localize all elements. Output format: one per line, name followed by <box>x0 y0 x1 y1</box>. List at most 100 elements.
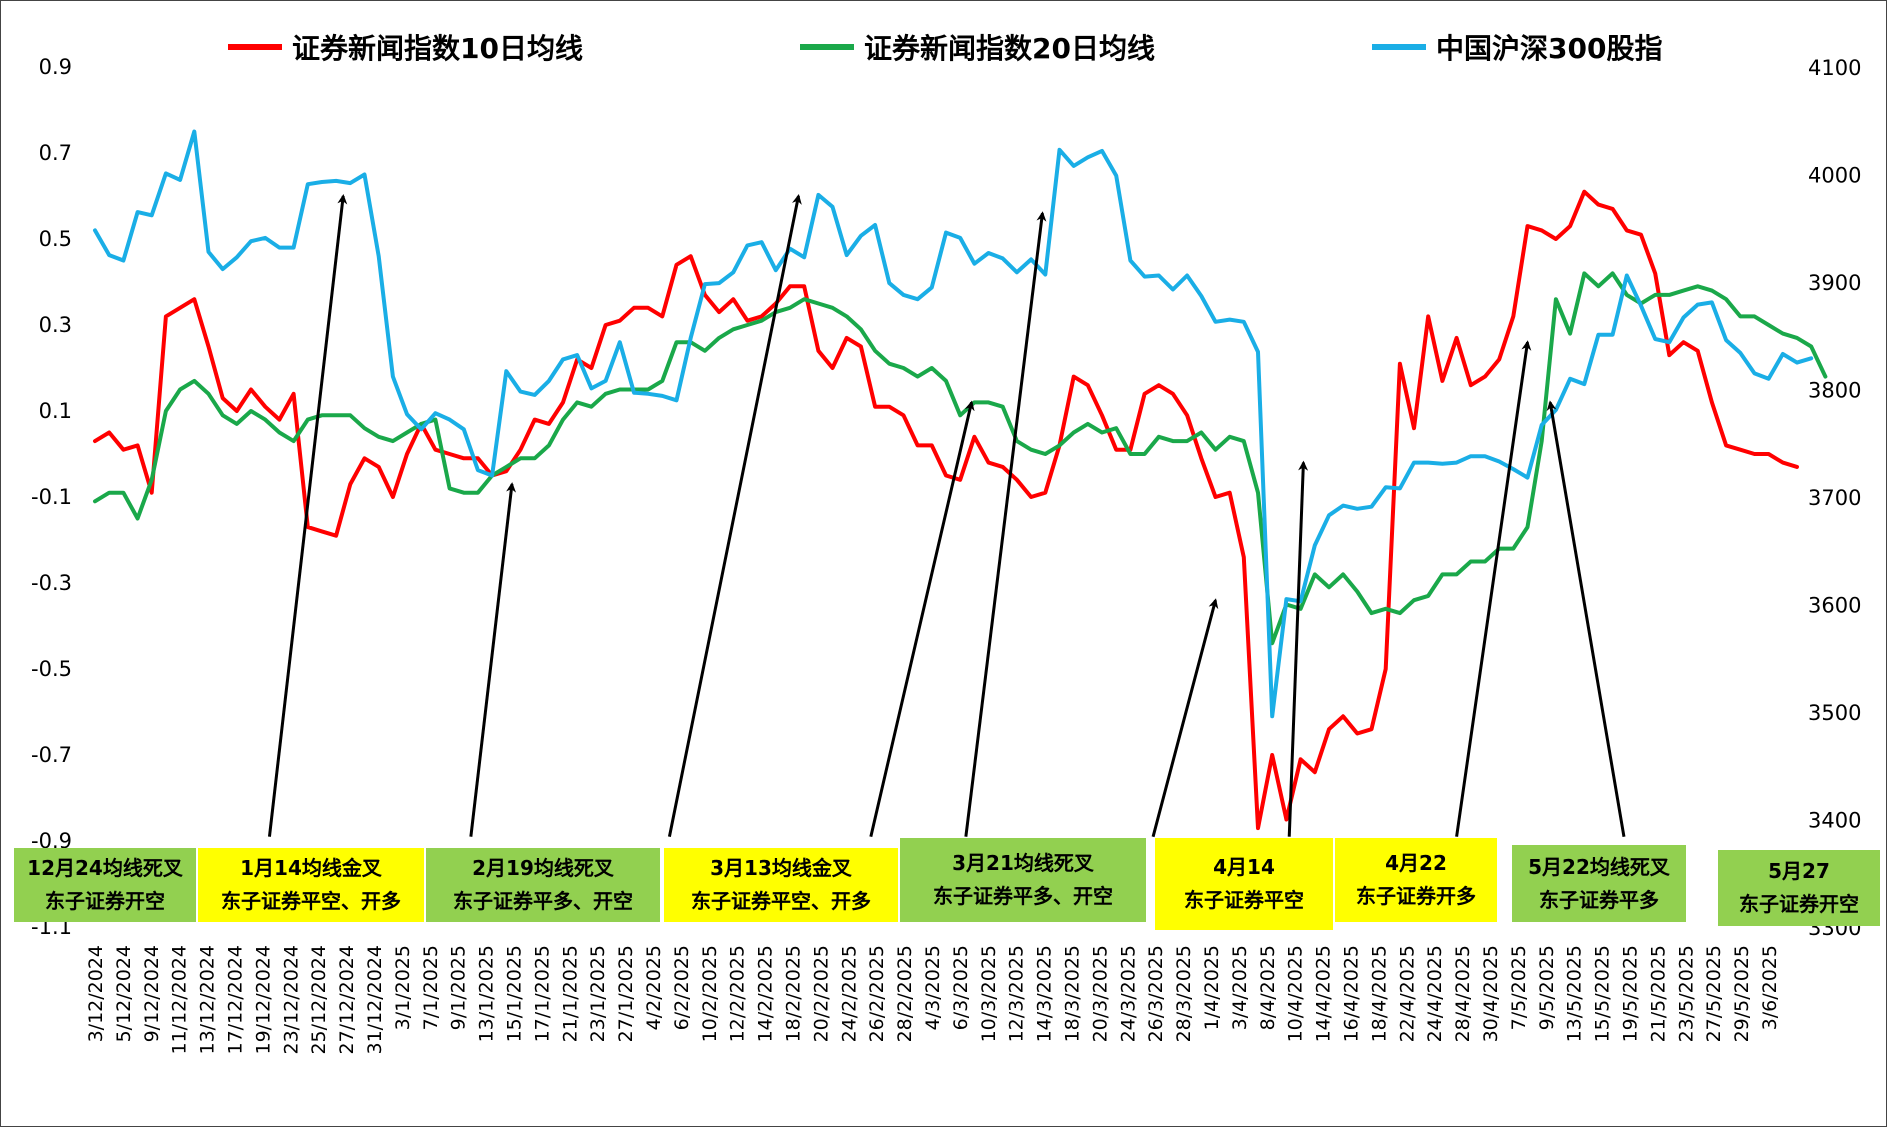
annotation-action-8: 东子证券平多 <box>1539 887 1659 912</box>
y-left-tick-label: 0.1 <box>39 399 72 423</box>
x-tick-label: 6/2/2025 <box>671 945 693 1030</box>
annotation-box-5: 3月21均线死叉 东子证券平多、开空 <box>900 838 1146 922</box>
x-tick-label: 13/1/2025 <box>476 945 498 1042</box>
signal-arrow-8 <box>1455 340 1532 837</box>
annotation-box-6: 4月14 东子证券平空 <box>1155 838 1333 930</box>
y-left-tick-label: 0.9 <box>39 55 72 79</box>
annotation-action-4: 东子证券平空、开多 <box>691 889 871 913</box>
signal-arrow-1 <box>267 194 348 837</box>
legend-item-20day: 证券新闻指数20日均线 <box>800 22 1155 72</box>
x-tick-label: 23/12/2024 <box>280 945 302 1055</box>
x-tick-label: 19/12/2024 <box>252 945 274 1055</box>
x-tick-label: 9/12/2024 <box>141 945 163 1042</box>
x-tick-label: 21/1/2025 <box>559 945 581 1042</box>
x-tick-label: 27/1/2025 <box>615 945 637 1042</box>
x-tick-label: 13/5/2025 <box>1564 945 1586 1042</box>
x-tick-label: 18/3/2025 <box>1062 945 1084 1042</box>
legend-label-csi300: 中国沪深300股指 <box>1436 32 1663 65</box>
annotation-title-2: 1月14均线金叉 <box>240 856 382 880</box>
x-tick-label: 3/12/2024 <box>85 945 107 1042</box>
x-tick-label: 18/4/2025 <box>1368 945 1390 1042</box>
x-tick-label: 10/4/2025 <box>1285 945 1307 1042</box>
annotation-box-4: 3月13均线金叉 东子证券平空、开多 <box>664 848 898 922</box>
legend-swatch-csi300 <box>1372 44 1426 50</box>
y-left-tick-label: 0.5 <box>39 227 72 251</box>
x-tick-label: 6/3/2025 <box>950 945 972 1030</box>
y-right-tick-label: 3600 <box>1808 594 1861 618</box>
x-tick-label: 4/2/2025 <box>643 945 665 1030</box>
legend-swatch-10day <box>228 44 282 50</box>
x-tick-label: 12/3/2025 <box>1006 945 1028 1042</box>
annotation-action-9: 东子证券开空 <box>1739 892 1859 916</box>
x-tick-label: 30/4/2025 <box>1480 945 1502 1042</box>
annotation-title-4: 3月13均线金叉 <box>710 856 852 880</box>
signal-arrow-7 <box>1287 460 1309 837</box>
x-tick-label: 23/1/2025 <box>587 945 609 1042</box>
x-tick-label: 19/5/2025 <box>1620 945 1642 1042</box>
annotation-title-5: 3月21均线死叉 <box>952 851 1094 875</box>
annotation-action-2: 东子证券平空、开多 <box>221 889 401 913</box>
y-left-tick-label: -0.1 <box>31 485 72 509</box>
annotation-title-3: 2月19均线死叉 <box>472 856 614 880</box>
annotation-title-1: 12月24均线死叉 <box>27 856 183 880</box>
x-tick-label: 13/12/2024 <box>197 945 219 1055</box>
series-line-3 <box>93 129 1814 719</box>
x-tick-label: 4/3/2025 <box>922 945 944 1030</box>
y-left-tick-label: -0.3 <box>31 571 72 595</box>
legend-label-10day: 证券新闻指数10日均线 <box>292 32 583 65</box>
x-tick-label: 15/5/2025 <box>1592 945 1614 1042</box>
x-tick-label: 5/12/2024 <box>113 945 135 1042</box>
signal-arrow-9 <box>1546 400 1626 837</box>
annotation-box-7: 4月22 东子证券开多 <box>1335 838 1497 922</box>
x-tick-label: 10/3/2025 <box>978 945 1000 1042</box>
x-tick-label: 8/4/2025 <box>1257 945 1279 1030</box>
x-tick-label: 18/2/2025 <box>783 945 805 1042</box>
x-tick-label: 26/3/2025 <box>1145 945 1167 1042</box>
annotation-title-9: 5月27 <box>1768 859 1830 883</box>
signal-arrow-4 <box>869 400 975 838</box>
x-tick-label: 11/12/2024 <box>169 945 191 1055</box>
signal-arrow-5 <box>964 211 1047 837</box>
x-tick-label: 20/2/2025 <box>810 945 832 1042</box>
annotation-action-5: 东子证券平多、开空 <box>933 884 1113 908</box>
y-right-tick-label: 3900 <box>1808 271 1861 295</box>
x-tick-label: 27/12/2024 <box>336 945 358 1055</box>
annotation-box-2: 1月14均线金叉 东子证券平空、开多 <box>198 848 424 922</box>
signal-arrow-6 <box>1151 598 1219 838</box>
y-right-tick-label: 4100 <box>1808 56 1861 80</box>
annotation-box-9: 5月27 东子证券开空 <box>1718 850 1880 926</box>
y-right-tick-label: 3500 <box>1808 701 1861 725</box>
annotation-title-7: 4月22 <box>1385 851 1447 875</box>
y-right-tick-label: 3400 <box>1808 809 1861 833</box>
x-tick-label: 14/4/2025 <box>1313 945 1335 1042</box>
x-tick-label: 24/2/2025 <box>838 945 860 1042</box>
x-tick-label: 28/2/2025 <box>894 945 916 1042</box>
annotation-action-1: 东子证券开空 <box>45 889 165 913</box>
annotation-box-3: 2月19均线死叉 东子证券平多、开空 <box>426 848 660 922</box>
x-tick-label: 29/5/2025 <box>1731 945 1753 1042</box>
x-tick-label: 22/4/2025 <box>1396 945 1418 1042</box>
y-right-tick-label: 4000 <box>1808 164 1861 188</box>
annotation-action-6: 东子证券平空 <box>1184 888 1304 912</box>
x-tick-label: 1/4/2025 <box>1201 945 1223 1030</box>
annotation-action-7: 东子证券开多 <box>1356 884 1476 908</box>
x-tick-label: 12/2/2025 <box>727 945 749 1042</box>
annotation-box-8: 5月22均线死叉 东子证券平多 <box>1512 845 1686 922</box>
x-tick-label: 9/1/2025 <box>448 945 470 1030</box>
annotation-action-3: 东子证券平多、开空 <box>453 889 633 913</box>
x-tick-label: 21/5/2025 <box>1647 945 1669 1042</box>
legend-item-10day: 证券新闻指数10日均线 <box>228 22 583 72</box>
legend-item-csi300: 中国沪深300股指 <box>1372 22 1662 72</box>
y-left-tick-label: -0.5 <box>31 657 72 681</box>
y-left-tick-label: -0.7 <box>31 743 72 767</box>
x-tick-label: 17/1/2025 <box>531 945 553 1042</box>
x-tick-label: 7/5/2025 <box>1508 945 1530 1030</box>
x-tick-label: 31/12/2024 <box>364 945 386 1055</box>
y-left-tick-label: 0.3 <box>39 313 72 337</box>
x-tick-label: 7/1/2025 <box>420 945 442 1030</box>
y-right-tick-label: 3700 <box>1808 486 1861 510</box>
x-tick-label: 27/5/2025 <box>1703 945 1725 1042</box>
legend-swatch-20day <box>800 44 854 50</box>
x-tick-label: 28/4/2025 <box>1452 945 1474 1042</box>
annotation-box-1: 12月24均线死叉 东子证券开空 <box>14 848 196 922</box>
